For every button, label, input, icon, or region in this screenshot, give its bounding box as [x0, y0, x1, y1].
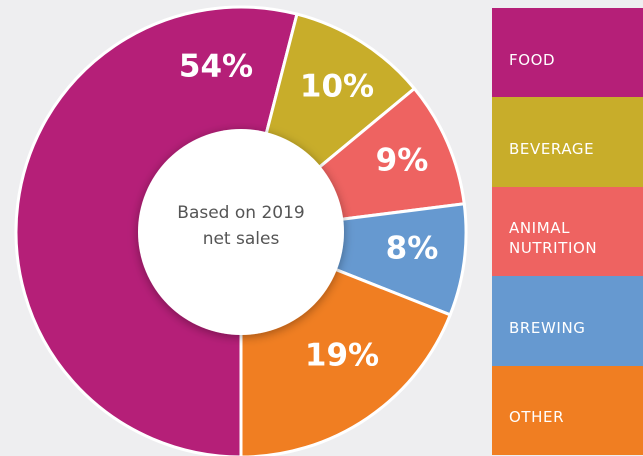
- legend-entry: BEVERAGE: [492, 97, 643, 187]
- value-label: 8%: [386, 231, 439, 267]
- legend-entry: BREWING: [492, 276, 643, 366]
- legend-entry: OTHER: [492, 365, 643, 455]
- legend-entry: ANIMAL NUTRITION: [492, 186, 643, 277]
- center-label: Based on 2019 net sales: [177, 203, 305, 249]
- value-label: 19%: [305, 338, 379, 374]
- legend: FOOD BEVERAGE ANIMAL NUTRITION BREWING OTHER: [492, 8, 643, 455]
- value-label: 9%: [376, 143, 429, 179]
- value-label: 10%: [300, 69, 374, 105]
- value-label: 54%: [179, 49, 253, 85]
- legend-entry: FOOD: [492, 8, 643, 98]
- value-labels: 54% 10% 9% 8% 19%: [179, 49, 438, 374]
- donut-hole: [138, 129, 344, 335]
